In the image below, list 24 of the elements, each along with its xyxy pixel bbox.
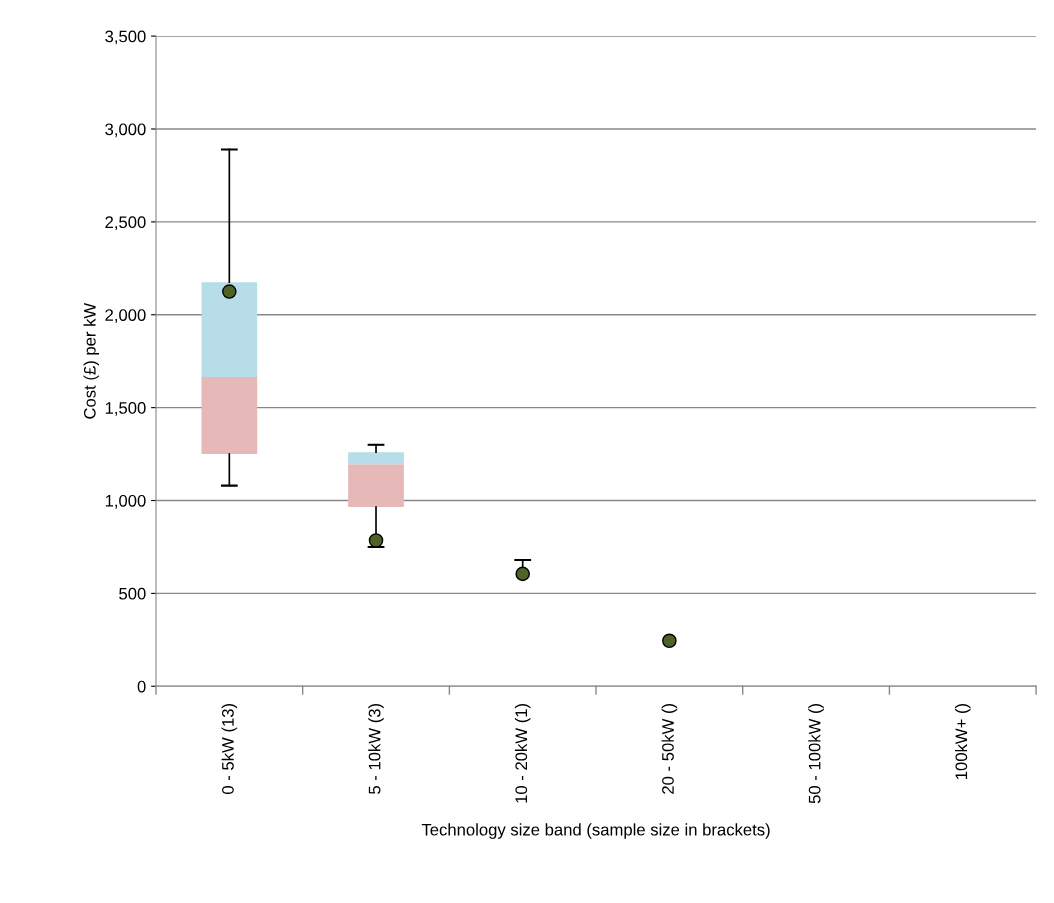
y-tick-label: 3,000: [105, 123, 146, 138]
x-tick-label: 0 - 5kW (13): [221, 703, 238, 794]
point: [515, 566, 530, 582]
y-tick-label: 1,500: [105, 402, 146, 416]
bar: [201, 282, 258, 377]
y-tick-label: 500: [119, 587, 146, 600]
y-axis-title: Cost (£) per kW: [83, 302, 100, 419]
point: [368, 533, 384, 548]
bar: [348, 452, 404, 465]
y-tick-label: 2,000: [105, 309, 146, 323]
x-tick-label: 50 - 100kW (): [808, 703, 824, 804]
bar: [348, 464, 404, 508]
y-tick-label: 1,000: [105, 494, 146, 509]
point: [222, 284, 237, 299]
bar: [201, 376, 258, 455]
y-tick-label: 2,500: [105, 216, 146, 231]
y-tick-label: 3,500: [105, 30, 146, 45]
point: [662, 633, 677, 649]
x-tick-label: 100kW+ (): [954, 703, 971, 780]
x-axis-title: Technology size band (sample size in brackets): [421, 823, 770, 839]
x-tick-label: 20 - 50kW (): [661, 703, 678, 794]
x-tick-label: 10 - 20kW (1): [514, 703, 531, 803]
y-tick-label: 0: [137, 680, 146, 693]
x-tick-label: 5 - 10kW (3): [368, 703, 384, 794]
